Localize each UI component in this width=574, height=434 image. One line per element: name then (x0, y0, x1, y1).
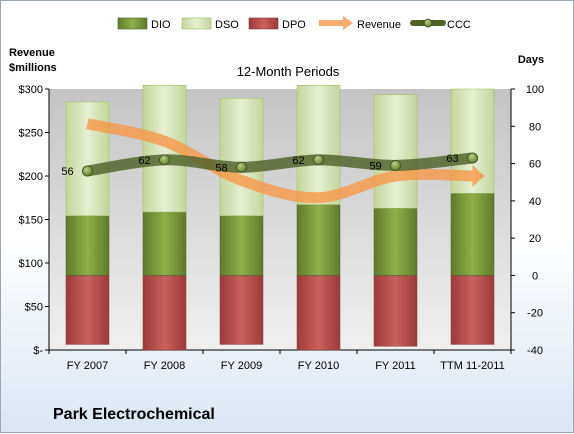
ccc-data-label: 58 (215, 162, 227, 174)
ccc-line (82, 152, 478, 177)
dpo-bar (219, 275, 264, 345)
dso-bar (219, 98, 264, 217)
left-axis-title: Revenue (9, 47, 55, 59)
ccc-data-label: 56 (61, 166, 73, 178)
ccc-data-label: 62 (138, 155, 150, 167)
ccc-marker (390, 160, 401, 171)
x-tick-label: FY 2009 (221, 360, 262, 372)
ccc-data-label: 62 (292, 155, 304, 167)
right-tick-label: 80 (529, 121, 541, 133)
ccc-marker (236, 161, 247, 173)
x-tick-label: FY 2007 (67, 360, 108, 372)
right-tick-label: 20 (529, 233, 541, 245)
legend-label: DIO (151, 19, 171, 31)
dio-bar (450, 193, 495, 276)
dio-bar (296, 204, 341, 276)
ccc-marker (159, 154, 170, 166)
right-tick-label: 100 (526, 84, 544, 96)
x-tick-label: FY 2008 (144, 360, 185, 372)
x-tick-label: FY 2010 (298, 360, 339, 372)
right-axis-title: Days (518, 54, 544, 66)
right-tick-label: -20 (527, 308, 543, 320)
right-tick-label: -40 (527, 345, 543, 357)
right-tick-label: 40 (529, 196, 541, 208)
company-name: Park Electrochemical (53, 406, 215, 423)
left-tick-label: $100 (19, 258, 43, 270)
revenue-arrowhead (472, 165, 485, 187)
legend-label: Revenue (357, 19, 401, 31)
left-tick-label: $50 (25, 302, 43, 314)
dio-bar (65, 215, 110, 276)
left-tick-label: $150 (19, 215, 43, 227)
left-tick-label: $200 (19, 171, 43, 183)
legend-label: DSO (215, 19, 239, 31)
dpo-bar (450, 275, 495, 345)
dio-bar (219, 215, 264, 276)
dso-bar (65, 101, 110, 217)
dio-bar (142, 211, 187, 276)
dpo-bar (296, 275, 341, 351)
ccc-data-label: 63 (446, 153, 458, 165)
left-tick-label: $250 (19, 128, 43, 140)
x-tick-label: TTM 11-2011 (440, 360, 504, 372)
dio-bar (373, 208, 418, 276)
ccc-data-label: 59 (369, 160, 381, 172)
revenue-line (86, 118, 473, 204)
legend-swatch-dpo (248, 17, 279, 30)
right-tick-label: 60 (529, 159, 541, 171)
legend-label: CCC (447, 19, 471, 31)
ccc-marker (313, 154, 324, 166)
legend-swatch-dso (181, 17, 212, 30)
legend-swatch-dio (117, 17, 148, 30)
left-tick-label: $300 (19, 84, 43, 96)
chart-title: 12-Month Periods (237, 64, 340, 79)
dso-bar (373, 94, 418, 209)
legend-label: DPO (282, 19, 306, 31)
right-tick-label: 0 (532, 270, 538, 282)
legend-swatch-ccc-marker (423, 18, 433, 28)
dpo-bar (373, 275, 418, 347)
ccc-marker (467, 152, 478, 164)
x-tick-label: FY 2011 (375, 360, 416, 372)
left-axis-title-units: $millions (9, 62, 57, 74)
dso-bar (296, 85, 341, 205)
dpo-bar (65, 275, 110, 345)
left-tick-label: $- (33, 345, 43, 357)
ccc-marker (82, 165, 93, 177)
dpo-bar (142, 275, 187, 351)
legend-swatch-revenue-head (343, 16, 353, 30)
